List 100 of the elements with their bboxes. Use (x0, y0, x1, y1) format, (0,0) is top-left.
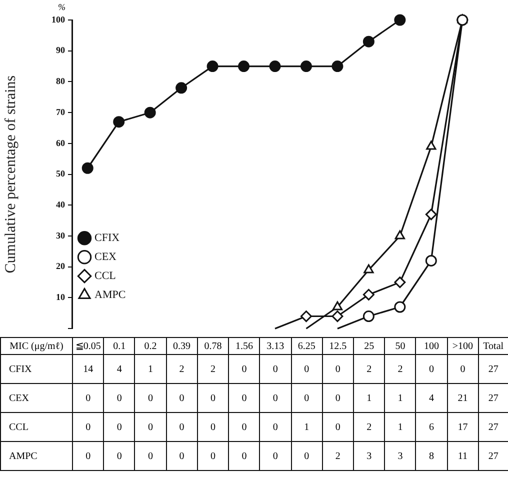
y-tick-label: 80 (56, 76, 66, 86)
y-tick-label: CFIX (0, 354, 72, 384)
point (394, 301, 406, 313)
y-tick-label: 60 (56, 138, 66, 148)
data-label: 27 (478, 384, 508, 412)
y-axis-title: Cumulative percentage of strains (2, 75, 19, 274)
data-label: 0 (134, 412, 166, 442)
data-label: 0 (322, 354, 354, 384)
y-tick-label: 100 (52, 14, 66, 24)
x-tick-label: 100 (416, 338, 448, 354)
data-label: 0 (260, 384, 292, 412)
x-tick-label: >100 (447, 338, 478, 354)
data-label: 1 (134, 354, 166, 384)
data-label: 14 (72, 354, 104, 384)
data-label: 0 (228, 354, 260, 384)
data-label: 2 (197, 354, 229, 384)
data-label: 0 (228, 442, 260, 470)
data-label: 2 (384, 354, 416, 384)
data-label: 0 (322, 384, 354, 412)
data-label: 0 (197, 412, 229, 442)
y-tick-label: 90 (56, 45, 66, 56)
data-label: 0 (72, 412, 104, 442)
legend-label: CFIX (94, 232, 120, 244)
data-label: 0 (72, 384, 104, 412)
legend-label: AMPC (94, 288, 126, 301)
x-tick-label: 6.25 (291, 338, 322, 354)
text: % (58, 2, 66, 12)
data-label: 27 (478, 442, 508, 470)
data-label: 6 (416, 412, 448, 442)
data-label: 3 (353, 442, 385, 470)
point (364, 264, 374, 274)
point (394, 276, 406, 288)
data-label: 4 (104, 354, 135, 384)
point (362, 310, 374, 322)
data-label: 2 (166, 354, 198, 384)
y-tick-label: AMPC (0, 442, 72, 470)
data-label: 11 (447, 442, 478, 470)
x-tick-label: Total (478, 338, 508, 354)
data-label: 1 (384, 384, 416, 412)
data-label: 0 (166, 384, 198, 412)
data-label: 0 (322, 412, 354, 442)
data-label: 1 (353, 384, 385, 412)
data-label: 27 (478, 354, 508, 384)
data-label: 3 (384, 442, 416, 470)
y-tick-label: 40 (56, 199, 66, 210)
point (394, 14, 406, 26)
data-label: 0 (166, 412, 198, 442)
x-tick-label: 12.5 (322, 338, 354, 354)
data-label: 1 (291, 412, 322, 442)
data-label: 0 (228, 412, 260, 442)
point (238, 60, 250, 72)
y-tick-label: 50 (56, 168, 66, 179)
data-label: 0 (291, 354, 322, 384)
data-label: 0 (291, 442, 322, 470)
data-label: 2 (353, 412, 385, 442)
x-tick-label: 1.56 (228, 338, 260, 354)
x-tick-label: 50 (384, 338, 416, 354)
data-label: 0 (134, 442, 166, 470)
data-label: 8 (416, 442, 448, 470)
data-label: 0 (72, 442, 104, 470)
data-label: 0 (197, 384, 229, 412)
point (332, 60, 344, 72)
x-tick-label: 3.13 (260, 338, 292, 354)
point (426, 140, 436, 150)
point (300, 310, 312, 322)
data-label: 0 (228, 384, 260, 412)
data-label: 0 (166, 442, 198, 470)
data-label: 1 (384, 412, 416, 442)
point (300, 60, 312, 72)
data-label: 0 (134, 384, 166, 412)
data-label: 0 (416, 354, 448, 384)
y-tick-label: CCL (0, 412, 72, 442)
point (144, 106, 156, 118)
point (394, 230, 406, 240)
point (425, 254, 437, 266)
legend-label: CCL (94, 270, 116, 282)
y-tick-label: 20 (56, 261, 66, 272)
point (332, 310, 344, 322)
data-label: 0 (260, 412, 292, 442)
point (425, 208, 437, 220)
data-label: 2 (353, 354, 385, 384)
data-label: 0 (104, 412, 135, 442)
data-label: 0 (260, 354, 292, 384)
data-label: 27 (478, 412, 508, 442)
data-label: 2 (322, 442, 354, 470)
x-tick-label: 0.39 (166, 338, 198, 354)
x-axis-title: MIC (μg/mℓ) (0, 338, 72, 354)
point (362, 288, 374, 300)
data-label: 21 (447, 384, 478, 412)
data-label: 0 (197, 442, 229, 470)
y-tick-label: 70 (56, 106, 66, 117)
x-tick-label: 0.78 (197, 338, 229, 354)
y-tick-label: CEX (0, 384, 72, 412)
data-label: 0 (447, 354, 478, 384)
point (113, 116, 125, 128)
data-label: 17 (447, 412, 478, 442)
point (176, 82, 188, 94)
data-label: 0 (104, 384, 135, 412)
x-tick-label: 0.2 (134, 338, 166, 354)
data-label: 0 (291, 384, 322, 412)
